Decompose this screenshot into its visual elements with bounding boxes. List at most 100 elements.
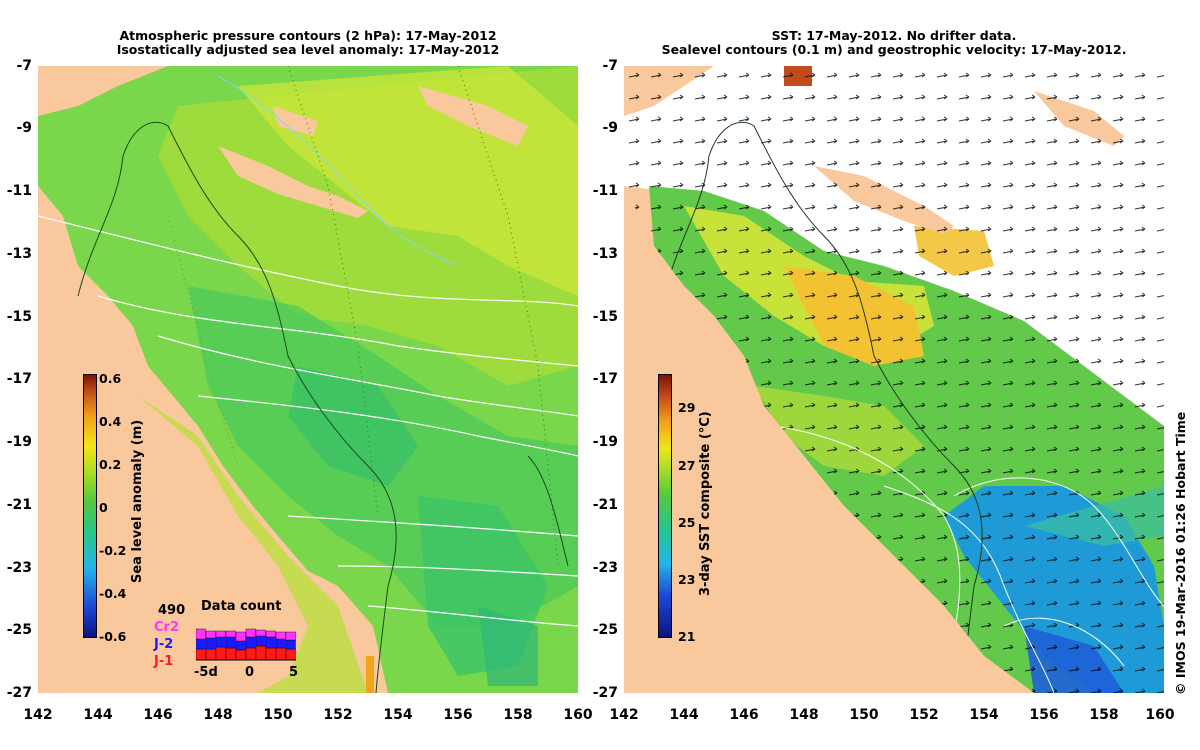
- sea-level-colorbar-tick: 0.4: [99, 414, 122, 429]
- right-y-tick: -13: [592, 246, 618, 262]
- right-x-tick: 142: [609, 707, 639, 723]
- sst-colorbar: [658, 374, 672, 638]
- left-y-tick: -25: [6, 622, 32, 638]
- left-x-tick: 154: [383, 707, 413, 723]
- mission-j2-label: J-2: [154, 637, 174, 652]
- right-x-tick: 148: [789, 707, 819, 723]
- sst-colorbar-tick: 25: [678, 515, 696, 530]
- right-y-tick: -11: [592, 183, 618, 199]
- data-count-bar-segment: [205, 630, 216, 639]
- data-count-bar-segment: [205, 648, 216, 661]
- left-x-tick: 142: [23, 707, 53, 723]
- data-count-total: 490: [158, 603, 186, 618]
- data-count-bar-segment: [285, 639, 296, 650]
- data-count-bar-segment: [245, 647, 256, 661]
- data-count-bar-segment: [235, 649, 246, 661]
- data-count-x-tick: 0: [245, 665, 255, 680]
- data-count-bar-segment: [255, 645, 266, 661]
- right-y-tick: -27: [592, 685, 618, 701]
- data-count-bar-segment: [285, 631, 296, 641]
- left-x-tick: 144: [83, 707, 113, 723]
- data-count-bar-segment: [265, 630, 276, 638]
- sea-level-colorbar-tick: -0.4: [99, 586, 127, 601]
- right-y-tick: -19: [592, 434, 618, 450]
- right-y-tick: -21: [592, 497, 618, 513]
- imos-credit: © IMOS 19-Mar-2016 01:26 Hobart Time: [1173, 411, 1188, 695]
- data-count-bar-segment: [275, 631, 286, 640]
- sea-level-colorbar-tick: 0: [99, 500, 108, 515]
- sst-colorbar-tick: 27: [678, 458, 696, 473]
- left-x-tick: 150: [263, 707, 293, 723]
- mission-j1-label: J-1: [154, 654, 174, 669]
- left-y-tick: -13: [6, 246, 32, 262]
- right-y-tick: -23: [592, 560, 618, 576]
- left-x-tick: 158: [503, 707, 533, 723]
- data-count-x-tick: -5d: [194, 665, 218, 680]
- data-count-bar-segment: [255, 629, 266, 637]
- left-y-tick: -21: [6, 497, 32, 513]
- right-x-tick: 158: [1089, 707, 1119, 723]
- left-y-tick: -27: [6, 685, 32, 701]
- data-count-bar-segment: [225, 630, 236, 638]
- right-y-tick: -7: [602, 58, 618, 74]
- left-y-tick: -9: [16, 120, 32, 136]
- left-map-title: Atmospheric pressure contours (2 hPa): 1…: [38, 29, 578, 57]
- left-y-tick: -17: [6, 371, 32, 387]
- data-count-bar-segment: [285, 648, 296, 661]
- left-y-tick: -23: [6, 560, 32, 576]
- left-title-line2: Isostatically adjusted sea level anomaly…: [116, 42, 500, 57]
- sst-colorbar-tick: 29: [678, 400, 696, 415]
- left-title-line1: Atmospheric pressure contours (2 hPa): 1…: [119, 28, 497, 43]
- data-count-bar-segment: [196, 628, 206, 640]
- data-count-bar-segment: [255, 635, 266, 647]
- data-count-bar-segment: [265, 647, 276, 661]
- left-y-tick: -11: [6, 183, 32, 199]
- sea-level-colorbar-tick: 0.2: [99, 457, 122, 472]
- right-title-line2: Sealevel contours (0.1 m) and geostrophi…: [661, 42, 1127, 57]
- left-x-tick: 146: [143, 707, 173, 723]
- sst-colorbar-tick: 23: [678, 572, 696, 587]
- right-x-tick: 144: [669, 707, 699, 723]
- data-count-title: Data count: [201, 599, 282, 614]
- data-count-bar-segment: [265, 636, 276, 649]
- sea-level-anomaly-map[interactable]: [38, 66, 578, 693]
- sst-field: [624, 66, 1164, 693]
- sea-level-anomaly-field: [38, 66, 578, 693]
- left-y-tick: -7: [16, 58, 32, 74]
- right-x-tick: 150: [849, 707, 879, 723]
- mission-cr2-label: Cr2: [154, 620, 179, 635]
- data-count-bar-segment: [225, 647, 236, 661]
- data-count-bar-segment: [215, 646, 226, 661]
- data-count-bar-segment: [196, 638, 206, 650]
- sea-level-colorbar: [83, 374, 97, 638]
- right-y-tick: -25: [592, 622, 618, 638]
- left-y-tick: -19: [6, 434, 32, 450]
- data-count-bar-segment: [225, 636, 236, 649]
- sst-map[interactable]: [624, 66, 1164, 693]
- right-x-tick: 154: [969, 707, 999, 723]
- sea-level-colorbar-tick: 0.6: [99, 371, 122, 386]
- left-y-tick: -15: [6, 309, 32, 325]
- left-x-tick: 148: [203, 707, 233, 723]
- sea-level-colorbar-tick: -0.2: [99, 543, 127, 558]
- right-map-title: SST: 17-May-2012. No drifter data. Seale…: [624, 29, 1164, 57]
- right-y-tick: -17: [592, 371, 618, 387]
- data-count-bar-segment: [215, 630, 226, 638]
- data-count-bar-segment: [205, 637, 216, 650]
- left-x-tick: 156: [443, 707, 473, 723]
- data-count-x-tick: 5: [289, 665, 299, 680]
- right-x-tick: 146: [729, 707, 759, 723]
- data-count-bar-segment: [235, 631, 246, 642]
- right-x-tick: 160: [1145, 707, 1175, 723]
- right-y-tick: -9: [602, 120, 618, 136]
- data-count-bar-segment: [215, 636, 226, 648]
- data-count-bar-segment: [245, 636, 256, 649]
- right-x-tick: 156: [1029, 707, 1059, 723]
- right-y-tick: -15: [592, 309, 618, 325]
- data-count-chart: [196, 628, 296, 661]
- sst-colorbar-tick: 21: [678, 629, 696, 644]
- data-count-bar-segment: [275, 638, 286, 649]
- data-count-bar-segment: [196, 648, 206, 661]
- left-x-tick: 160: [563, 707, 593, 723]
- sst-colorbar-label: 3-day SST composite (°C): [698, 411, 713, 596]
